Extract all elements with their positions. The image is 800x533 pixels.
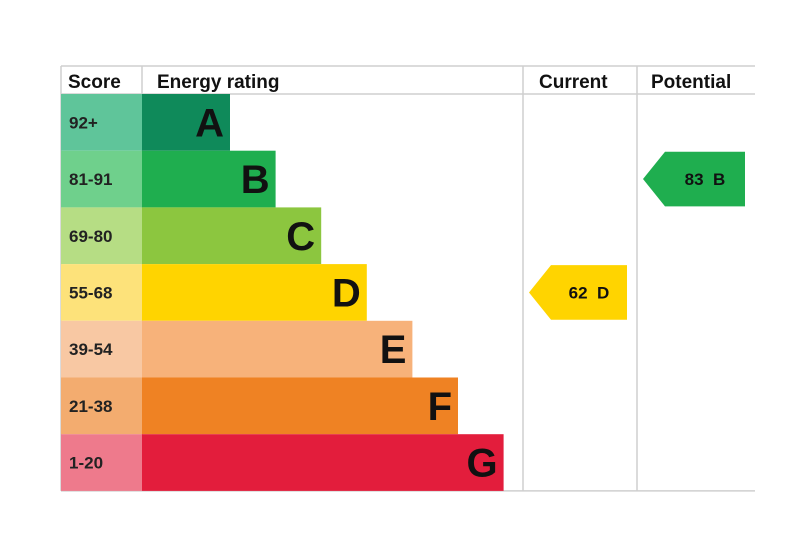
potential-rating-arrow: [643, 151, 745, 207]
band-bar-c: [142, 207, 322, 265]
score-range-g: 1-20: [69, 454, 103, 473]
rating-arrows: 62 D 83 B: [529, 151, 745, 320]
band-bar-d: [142, 264, 367, 321]
score-range-b: 81-91: [69, 170, 112, 189]
score-cell-d: [61, 264, 142, 321]
current-rating-arrow-label: 62 D: [569, 283, 610, 302]
band-letter-g: G: [466, 442, 497, 486]
potential-rating-arrow-label: 83 B: [685, 170, 726, 189]
band-letter-f: F: [428, 385, 452, 429]
score-range-e: 39-54: [69, 340, 113, 359]
score-cell-b: [61, 150, 142, 208]
score-cell-c: [61, 207, 142, 265]
current-rating-arrow: [529, 265, 627, 320]
rating-bands: 92+ A 81-91 B 69-80 C 55-68 D 39-54 E 21-38 F 1-20 G: [61, 94, 504, 491]
band-bar-e: [142, 320, 413, 378]
band-letter-b: B: [241, 158, 270, 202]
score-range-f: 21-38: [69, 397, 112, 416]
score-cell-e: [61, 320, 142, 378]
band-letter-c: C: [286, 215, 315, 259]
potential-header: Potential: [651, 72, 731, 93]
score-range-a: 92+: [69, 113, 98, 132]
band-bar-g: [142, 434, 504, 491]
band-bar-a: [142, 94, 230, 151]
current-header: Current: [539, 72, 608, 93]
score-cell-f: [61, 377, 142, 435]
score-header: Score: [68, 72, 121, 93]
score-range-d: 55-68: [69, 283, 112, 302]
energy-rating-header: Energy rating: [157, 72, 279, 93]
score-range-c: 69-80: [69, 227, 112, 246]
band-letter-e: E: [380, 328, 407, 372]
band-bar-b: [142, 150, 276, 208]
score-cell-a: [61, 94, 142, 151]
score-cell-g: [61, 434, 142, 491]
band-letter-d: D: [332, 271, 361, 315]
band-bar-f: [142, 377, 458, 435]
band-letter-a: A: [195, 101, 224, 145]
